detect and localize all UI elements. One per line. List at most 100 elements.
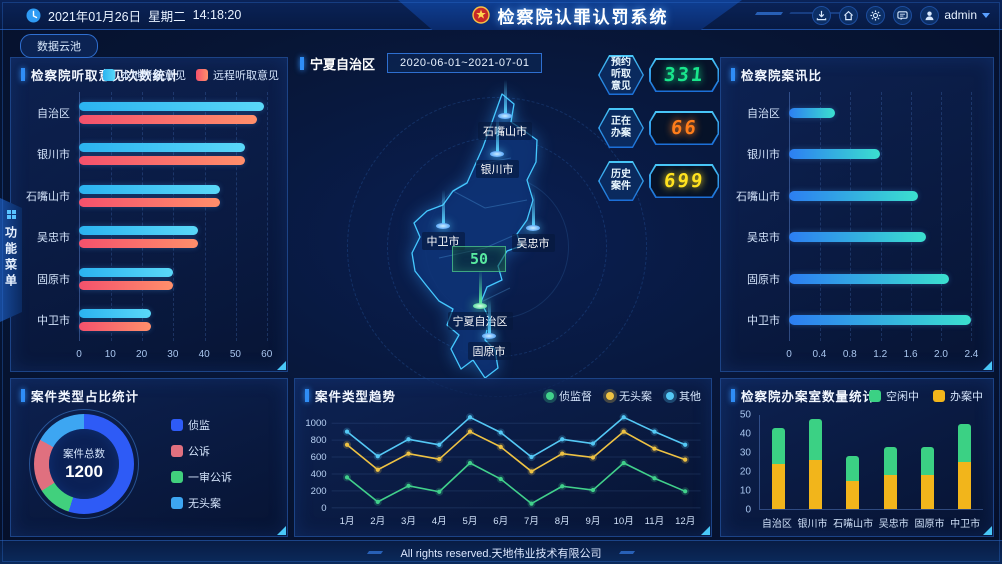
trend-line-chart: 0 200 400 600 800 1000 1月 2月 3月 4月 5月 6月 7月 8月 9月 10月 11… — [299, 405, 707, 532]
bar-row: 固原市 — [21, 267, 273, 290]
bar-segment — [957, 424, 971, 462]
national-emblem-icon — [471, 6, 490, 24]
legend-item[interactable]: 一审公诉 — [171, 469, 232, 485]
panel-title: 案件类型占比统计 — [21, 386, 139, 405]
bar-row: 中卫市 — [731, 312, 979, 328]
x-axis: 0 10 20 30 40 50 60 — [76, 349, 273, 362]
legend-item[interactable]: 空闲中 — [869, 388, 919, 404]
bar-group — [79, 226, 273, 249]
category-label: 中卫市 — [950, 519, 981, 530]
header: 检察院认罪认罚系统 2021年01月26日 星期二 14:18:20 — [0, 0, 1002, 30]
clock-icon — [26, 8, 41, 22]
stat-boxes: 预约听取意见 331 正在办案 66 历史案件 699 — [598, 55, 720, 201]
data-cloud-button[interactable]: 数据云池 — [20, 34, 98, 58]
rooms-legend: 空闲中 办案中 — [869, 388, 983, 404]
bar-segment — [809, 460, 823, 509]
settings-button[interactable] — [866, 5, 886, 25]
category-label: 银川市 — [37, 149, 70, 162]
bar-stack — [883, 415, 897, 509]
axis-tick: 30 — [739, 447, 751, 459]
legend-item[interactable]: 无头案 — [171, 495, 221, 511]
legend-swatch — [666, 392, 674, 400]
bar — [79, 156, 245, 166]
gridlines — [79, 92, 273, 341]
legend-item[interactable]: 无头案 — [606, 388, 652, 404]
svg-text:400: 400 — [311, 469, 327, 480]
bar-group — [79, 309, 273, 332]
trend-legend: 侦监督 无头案 其他 — [546, 388, 701, 404]
axis-tick: 1.2 — [873, 349, 888, 360]
bar-group — [789, 315, 979, 326]
bar-stack — [772, 415, 786, 509]
legend-item[interactable]: 公诉 — [171, 443, 210, 459]
copyright-text: All rights reserved.天地伟业技术有限公司 — [400, 547, 602, 560]
legend-label: 无头案 — [188, 498, 221, 510]
svg-text:10月: 10月 — [614, 516, 634, 527]
bar-row: 石嘴山市 — [21, 184, 273, 207]
panel-case-rooms: 检察院办案室数量统计 空闲中 办案中 0 10 20 30 40 50 自治区 银川市 石嘴山市吴… — [720, 378, 994, 537]
legend-item[interactable]: 其他 — [666, 388, 701, 404]
function-menu-label: 功能菜单 — [3, 226, 18, 290]
legend-item[interactable]: 远程听取意见 — [196, 67, 279, 83]
svg-text:12月: 12月 — [675, 516, 695, 527]
axis-tick: 50 — [739, 409, 751, 421]
bar — [789, 107, 835, 118]
hearings-plot: 自治区 银川市 石嘴山市 吴忠市 固原市 中卫市 — [21, 92, 273, 341]
legend-item[interactable]: 侦监督 — [546, 388, 592, 404]
stat-value-box: 699 — [649, 164, 719, 198]
date-range-picker[interactable]: 2020-06-01~2021-07-01 — [387, 53, 543, 73]
bar — [789, 232, 926, 243]
legend-item[interactable]: 侦监 — [171, 417, 210, 433]
legend-item[interactable]: 办案中 — [933, 388, 983, 404]
legend-swatch — [171, 419, 183, 431]
legend-label: 其他 — [679, 391, 701, 403]
bar-segment — [846, 456, 860, 481]
stat-appointments: 预约听取意见 331 — [598, 55, 720, 95]
bar-row: 吴忠市 — [731, 229, 979, 245]
bar-stack — [809, 415, 823, 509]
gridlines — [789, 92, 979, 341]
legend-label: 无头案 — [619, 391, 652, 403]
legend-swatch — [933, 390, 945, 402]
axis-tick: 40 — [739, 428, 751, 440]
svg-text:200: 200 — [311, 486, 327, 497]
axis-tick: 10 — [739, 485, 751, 497]
svg-text:11月: 11月 — [645, 516, 665, 527]
function-menu-tab[interactable]: 功能菜单 — [0, 198, 22, 322]
gridline — [204, 92, 206, 341]
bar-row: 石嘴山市 — [731, 188, 979, 204]
case-type-donut: 案件总数 1200 — [29, 409, 139, 519]
home-button[interactable] — [839, 5, 859, 25]
bar-row: 吴忠市 — [21, 226, 273, 249]
svg-text:600: 600 — [311, 452, 327, 463]
message-button[interactable] — [893, 5, 913, 25]
legend-item[interactable]: 本地听取意见 — [103, 67, 186, 83]
category-label: 石嘴山市 — [26, 190, 70, 203]
legend-label: 办案中 — [950, 391, 983, 403]
case-ratio-bar-chart: 自治区 银川市 石嘴山市 吴忠市 固原市 中卫市 0 0.4 0.8 1.2 1.6 2.0 2.4 — [721, 58, 993, 371]
category-label: 自治区 — [761, 519, 792, 530]
stat-history: 历史案件 699 — [598, 161, 720, 201]
user-menu[interactable]: admin — [920, 5, 990, 25]
download-button[interactable] — [812, 5, 832, 25]
panel-title: 检察院案讯比 — [731, 65, 822, 84]
bar-row: 自治区 — [731, 105, 979, 121]
gridline — [173, 92, 175, 341]
legend-label: 本地听取意见 — [120, 70, 186, 82]
bar-segment — [809, 418, 823, 461]
bar-group — [79, 184, 273, 207]
axis-tick: 0 — [76, 349, 82, 360]
donut-center: 案件总数 1200 — [49, 429, 119, 499]
bar — [789, 190, 919, 201]
ratio-plot: 自治区 银川市 石嘴山市 吴忠市 固原市 中卫市 — [731, 92, 979, 341]
axis-tick: 40 — [198, 349, 210, 360]
bar — [79, 184, 220, 194]
axis-tick: 2.4 — [964, 349, 979, 360]
bar-group — [789, 232, 979, 243]
ningxia-map[interactable] — [390, 88, 590, 380]
bar — [79, 239, 198, 249]
category-label: 自治区 — [37, 107, 70, 120]
axis-tick: 10 — [104, 349, 116, 360]
legend-label: 公诉 — [188, 446, 210, 458]
legend-swatch — [546, 392, 554, 400]
